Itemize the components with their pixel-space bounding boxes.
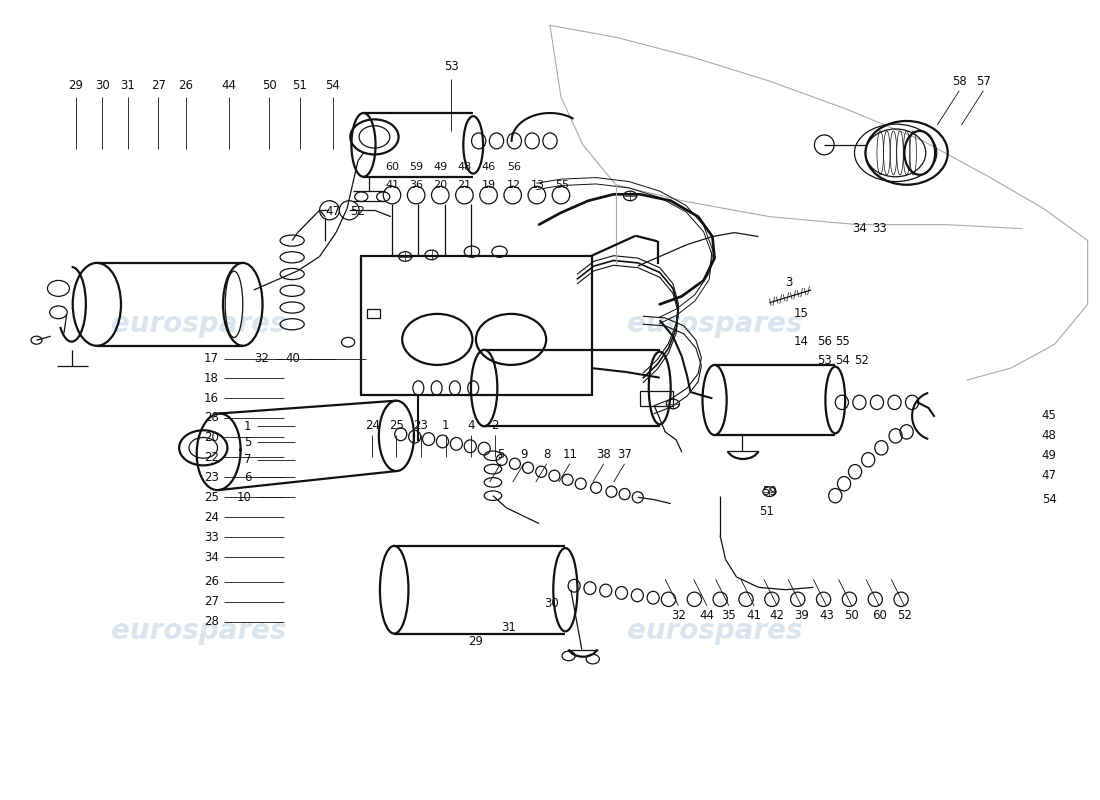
Text: 56: 56 <box>817 334 832 347</box>
Text: 55: 55 <box>556 180 569 190</box>
Text: 30: 30 <box>95 78 110 91</box>
Bar <box>361 256 592 395</box>
Text: 8: 8 <box>543 448 550 461</box>
Text: 59: 59 <box>762 485 777 498</box>
Text: 21: 21 <box>458 180 472 190</box>
Text: 1: 1 <box>244 420 252 433</box>
Text: 48: 48 <box>458 162 472 172</box>
Text: 33: 33 <box>872 222 887 235</box>
Text: 46: 46 <box>482 162 496 172</box>
Text: 13: 13 <box>531 180 544 190</box>
Text: eurospares: eurospares <box>627 617 802 645</box>
Text: 9: 9 <box>520 448 527 461</box>
Text: 11: 11 <box>562 448 578 461</box>
Text: 23: 23 <box>204 471 219 484</box>
Text: 58: 58 <box>952 74 967 88</box>
Text: 41: 41 <box>385 180 399 190</box>
Text: 41: 41 <box>747 609 761 622</box>
Text: 49: 49 <box>433 162 448 172</box>
Text: 36: 36 <box>409 180 424 190</box>
Text: 60: 60 <box>871 609 887 622</box>
Text: 52: 52 <box>855 354 869 366</box>
Text: 47: 47 <box>1042 470 1057 482</box>
Text: 31: 31 <box>500 621 516 634</box>
Text: 31: 31 <box>120 78 135 91</box>
Bar <box>366 309 379 318</box>
Text: 6: 6 <box>244 471 252 484</box>
Text: 54: 54 <box>1042 493 1057 506</box>
Text: 33: 33 <box>204 530 219 544</box>
Text: 57: 57 <box>976 74 991 88</box>
Text: 47: 47 <box>326 206 340 218</box>
Text: 2: 2 <box>492 419 499 432</box>
Text: 51: 51 <box>293 78 307 91</box>
Text: 59: 59 <box>409 162 424 172</box>
Text: 37: 37 <box>617 448 632 461</box>
Text: 55: 55 <box>836 334 850 347</box>
Text: 60: 60 <box>385 162 399 172</box>
Text: 17: 17 <box>204 352 219 365</box>
Text: 53: 53 <box>444 60 459 74</box>
Text: 20: 20 <box>204 431 219 444</box>
Bar <box>640 391 673 406</box>
Text: 30: 30 <box>543 597 559 610</box>
Text: 24: 24 <box>365 419 380 432</box>
Text: 12: 12 <box>507 180 521 190</box>
Text: 29: 29 <box>468 635 483 648</box>
Text: 52: 52 <box>351 206 365 218</box>
Text: 43: 43 <box>820 609 834 622</box>
Text: 25: 25 <box>389 419 404 432</box>
Text: 4: 4 <box>468 419 475 432</box>
Text: 1: 1 <box>442 419 450 432</box>
Text: 29: 29 <box>68 78 84 91</box>
Text: 26: 26 <box>204 575 219 588</box>
Text: 50: 50 <box>262 78 276 91</box>
Text: 34: 34 <box>852 222 867 235</box>
Text: 5: 5 <box>244 436 252 449</box>
Text: 18: 18 <box>204 372 219 385</box>
Text: 5: 5 <box>497 448 504 461</box>
Text: eurospares: eurospares <box>627 310 802 338</box>
Text: 32: 32 <box>254 352 270 365</box>
Text: 48: 48 <box>1042 430 1057 442</box>
Text: 50: 50 <box>845 609 859 622</box>
Text: 38: 38 <box>596 448 612 461</box>
Text: 25: 25 <box>204 490 219 504</box>
Text: 44: 44 <box>221 78 236 91</box>
Text: 16: 16 <box>204 392 219 405</box>
Text: 27: 27 <box>204 595 219 608</box>
Text: 3: 3 <box>785 275 793 289</box>
Text: 24: 24 <box>204 510 219 524</box>
Text: 19: 19 <box>482 180 496 190</box>
Text: 44: 44 <box>700 609 714 622</box>
Text: 52: 52 <box>896 609 912 622</box>
Text: 42: 42 <box>770 609 784 622</box>
Text: 39: 39 <box>794 609 808 622</box>
Text: 10: 10 <box>236 490 252 504</box>
Text: 14: 14 <box>794 334 808 347</box>
Text: 56: 56 <box>507 162 520 172</box>
Text: 28: 28 <box>204 615 219 628</box>
Text: 34: 34 <box>204 550 219 563</box>
Text: 27: 27 <box>151 78 166 91</box>
Text: 54: 54 <box>326 78 340 91</box>
Text: 49: 49 <box>1042 450 1057 462</box>
Text: 45: 45 <box>1042 410 1057 422</box>
Text: 40: 40 <box>285 352 300 365</box>
Text: 23: 23 <box>414 419 428 432</box>
Text: 54: 54 <box>836 354 850 366</box>
Text: 35: 35 <box>722 609 736 622</box>
Text: 22: 22 <box>204 451 219 464</box>
Text: 7: 7 <box>244 454 252 466</box>
Text: 32: 32 <box>671 609 685 622</box>
Text: eurospares: eurospares <box>111 617 287 645</box>
Text: 26: 26 <box>178 78 194 91</box>
Text: 28: 28 <box>204 411 219 424</box>
Text: 51: 51 <box>759 505 773 518</box>
Text: 20: 20 <box>433 180 448 190</box>
Text: 15: 15 <box>794 307 808 321</box>
Text: 53: 53 <box>817 354 832 366</box>
Text: eurospares: eurospares <box>111 310 287 338</box>
